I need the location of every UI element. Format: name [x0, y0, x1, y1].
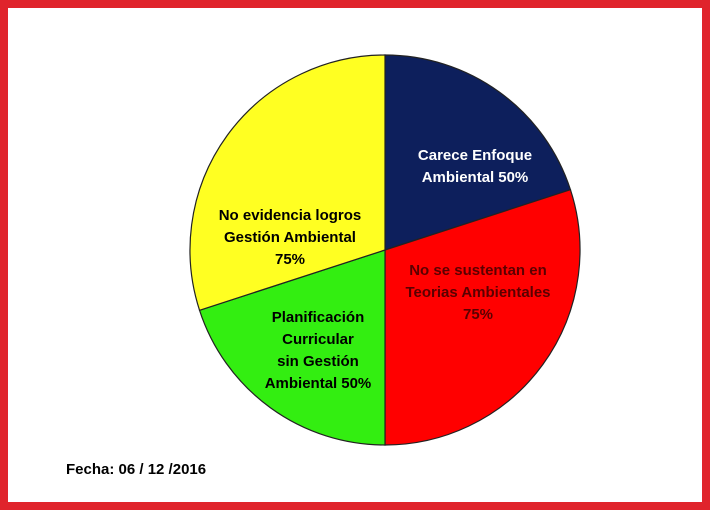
- slice-label-line: Teorias Ambientales: [405, 284, 550, 301]
- value-label: 50%: [498, 169, 528, 186]
- slice-label: No se sustentan en Teorias Ambientales 75%: [405, 262, 550, 323]
- pie-slice: [189, 54, 386, 312]
- slice-label-line: No evidencia logros: [219, 207, 362, 224]
- value-label: 75%: [275, 251, 305, 268]
- slice-label-line: Gestión Ambiental: [224, 229, 356, 246]
- value-label: 50%: [341, 375, 371, 392]
- slice-label: Carece Enfoque Ambiental 50%: [418, 147, 532, 186]
- slice-label-line: No se sustentan en: [409, 262, 547, 279]
- slice-label: No evidencia logros Gestión Ambiental 75%: [219, 207, 362, 268]
- pie-slice: [384, 54, 572, 251]
- slice-label-line: Ambiental: [422, 169, 495, 186]
- value-label: 75%: [463, 306, 493, 323]
- slice-label-line: Planificación: [272, 309, 365, 326]
- footnote: Fecha: 06 / 12 /2016: [66, 461, 206, 478]
- slice-label-line: Ambiental: [265, 375, 338, 392]
- slice-label-line: Curricular: [282, 331, 354, 348]
- pie-slice: [384, 188, 581, 446]
- slice-label: Planificación Curricular sin Gestión Ambien…: [265, 309, 372, 392]
- pie-slice: [198, 249, 386, 446]
- slice-label-line: Carece Enfoque: [418, 147, 532, 164]
- slice-label-line: sin Gestión: [277, 353, 359, 370]
